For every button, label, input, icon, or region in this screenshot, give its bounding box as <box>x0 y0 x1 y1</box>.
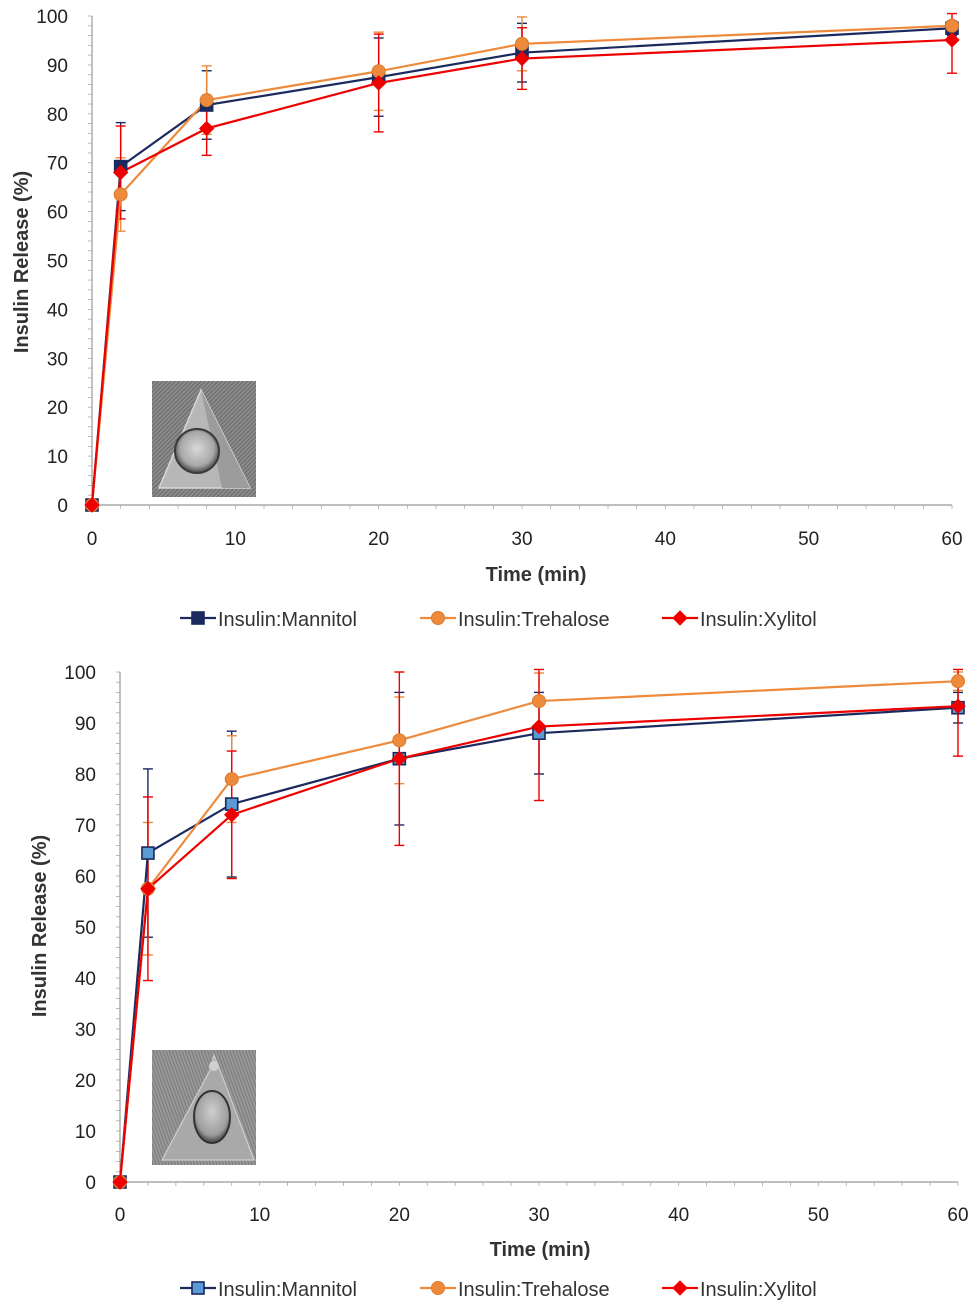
legend-item-mannitol: Insulin:Mannitol <box>180 1279 357 1301</box>
chart-2: 0 10 20 30 40 50 60 70 80 90 100 0 10 20 30 40 50 60 Insu… <box>29 663 969 1301</box>
inset-micrograph-1 <box>152 381 256 497</box>
point-xylitol <box>198 120 215 137</box>
x-tick-label: 50 <box>798 529 819 550</box>
point-xylitol <box>531 718 547 735</box>
y-tick-label: 40 <box>75 969 96 990</box>
legend-item-mannitol: Insulin:Mannitol <box>180 609 357 631</box>
legend-item-xylitol: Insulin:Xylitol <box>662 1279 817 1301</box>
point-xylitol <box>84 497 100 513</box>
legend-item-trehalose: Insulin:Trehalose <box>420 609 610 631</box>
y-tick-label: 50 <box>75 918 96 939</box>
x-tick-label: 60 <box>947 1205 968 1226</box>
x-tick-label: 30 <box>528 1205 549 1226</box>
legend-swatch-marker <box>191 611 205 625</box>
y-tick-label: 30 <box>47 349 68 370</box>
point-xylitol <box>370 75 387 91</box>
y-tick-label: 0 <box>57 496 68 517</box>
y-tick-label: 80 <box>47 105 68 126</box>
series-line-trehalose <box>90 24 953 506</box>
y-tick-label: 100 <box>36 7 68 28</box>
y-tick-label: 10 <box>75 1122 96 1143</box>
y-tick-label: 20 <box>47 398 68 419</box>
y-axis-title-2: Insulin Release (%) <box>29 835 51 1017</box>
y-tick-label: 60 <box>75 867 96 888</box>
axes-1: 0 10 20 30 40 50 60 70 80 90 100 0 10 20 30 40 50 60 <box>36 7 962 550</box>
point-trehalose <box>392 733 407 748</box>
y-tick-label: 0 <box>85 1173 96 1194</box>
y-tick-label: 50 <box>47 252 68 273</box>
point-mannitol <box>141 846 155 860</box>
legend-swatch-marker <box>431 611 445 625</box>
y-tick-label: 20 <box>75 1071 96 1092</box>
y-tick-label: 100 <box>64 663 96 684</box>
y-tick-label: 90 <box>75 714 96 735</box>
point-trehalose <box>515 36 529 51</box>
lines-2 <box>118 680 959 1183</box>
point-trehalose <box>113 187 128 202</box>
point-xylitol <box>140 881 156 897</box>
legend-1: Insulin:Mannitol Insulin:Trehalose Insulin… <box>180 609 817 631</box>
series-line-xylitol <box>118 705 959 1183</box>
point-xylitol <box>391 750 408 767</box>
inset-micrograph-2 <box>152 1050 256 1165</box>
markers-2 <box>112 674 966 1190</box>
point-trehalose <box>532 694 546 709</box>
x-tick-label: 30 <box>511 529 532 550</box>
lines-1 <box>90 24 953 506</box>
legend-label: Insulin:Xylitol <box>700 609 817 631</box>
legend-label: Insulin:Mannitol <box>218 1279 357 1301</box>
x-tick-label: 50 <box>808 1205 829 1226</box>
point-xylitol <box>224 807 240 823</box>
legend-swatch-marker <box>672 1280 688 1296</box>
series-line-xylitol <box>90 38 953 506</box>
y-tick-label: 60 <box>47 203 68 224</box>
point-trehalose <box>224 772 239 787</box>
x-tick-label: 40 <box>668 1205 689 1226</box>
legend-item-xylitol: Insulin:Xylitol <box>662 609 817 631</box>
point-trehalose <box>951 674 965 689</box>
point-trehalose <box>199 93 214 108</box>
point-xylitol <box>112 1174 128 1190</box>
series-line-mannitol <box>118 706 959 1183</box>
markers-1 <box>84 18 960 513</box>
legend-item-trehalose: Insulin:Trehalose <box>420 1279 610 1301</box>
y-tick-label: 70 <box>75 816 96 837</box>
point-trehalose <box>945 18 959 33</box>
y-axis-title-1: Insulin Release (%) <box>11 171 33 353</box>
errorbars-2 <box>142 668 963 982</box>
x-tick-label: 0 <box>87 529 98 550</box>
legend-swatch-marker <box>672 610 688 626</box>
legend-2: Insulin:Mannitol Insulin:Trehalose Insulin… <box>180 1279 817 1301</box>
legend-label: Insulin:Trehalose <box>458 1279 610 1301</box>
x-tick-label: 20 <box>368 529 389 550</box>
legend-label: Insulin:Mannitol <box>218 609 357 631</box>
point-xylitol <box>514 50 530 67</box>
x-tick-label: 10 <box>225 529 246 550</box>
legend-label: Insulin:Trehalose <box>458 609 610 631</box>
x-tick-label: 20 <box>389 1205 410 1226</box>
point-xylitol <box>112 164 129 181</box>
legend-swatch-marker <box>191 1281 205 1295</box>
legend-label: Insulin:Xylitol <box>700 1279 817 1301</box>
y-tick-label: 30 <box>75 1020 96 1041</box>
x-axis-title-1: Time (min) <box>486 564 587 586</box>
legend-swatch-marker <box>431 1281 445 1295</box>
y-tick-label: 80 <box>75 765 96 786</box>
y-tick-label: 90 <box>47 56 68 77</box>
chart-1: 0 10 20 30 40 50 60 70 80 90 100 0 10 20 30 40 50 60 Insu… <box>11 7 963 631</box>
y-tick-label: 40 <box>47 300 68 321</box>
y-tick-label: 70 <box>47 154 68 175</box>
point-xylitol <box>950 698 966 714</box>
x-axis-title-2: Time (min) <box>490 1239 591 1261</box>
x-tick-label: 60 <box>941 529 962 550</box>
y-tick-label: 10 <box>47 447 68 468</box>
x-tick-label: 0 <box>115 1205 126 1226</box>
x-tick-label: 40 <box>655 529 676 550</box>
point-xylitol <box>944 32 960 48</box>
x-tick-label: 10 <box>249 1205 270 1226</box>
